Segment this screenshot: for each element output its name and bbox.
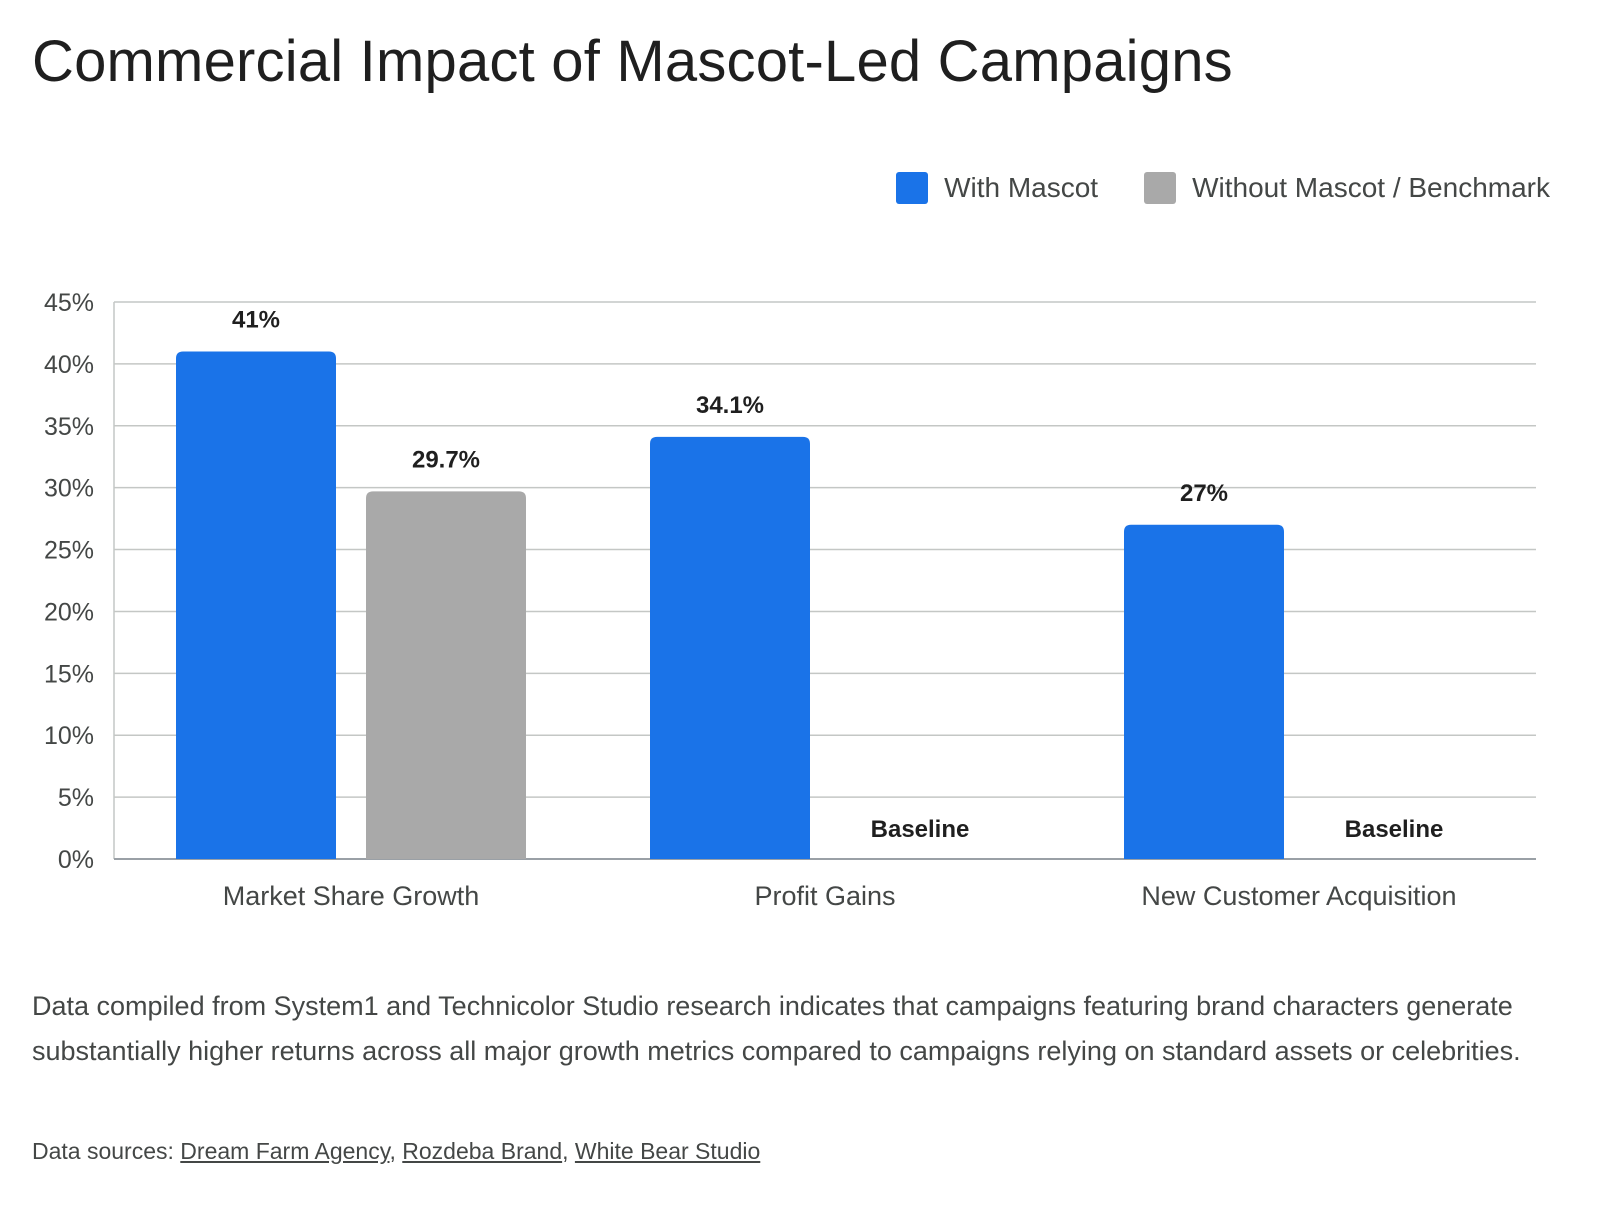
source-link-dream-farm-agency[interactable]: Dream Farm Agency [180,1138,390,1164]
y-tick-label: 35% [44,413,94,441]
bar-chart: 0% 5% 10% 15% 20% 25% 30% 35% 40% 45% 41% 29.7% Mark… [44,289,1536,911]
y-tick-label: 5% [58,784,94,812]
y-tick-label: 20% [44,598,94,626]
legend-swatch-without-mascot [1144,172,1177,204]
y-tick-label: 30% [44,475,94,503]
chart-title: Commercial Impact of Mascot-Led Campaign… [32,29,1233,94]
legend-swatch-with-mascot [896,172,929,204]
data-label: 41% [232,307,280,334]
y-tick-label: 10% [44,722,94,750]
sources-prefix: Data sources: [32,1138,181,1164]
source-link-rozdeba-brand[interactable]: Rozdeba Brand [402,1138,563,1164]
y-tick-label: 45% [44,289,94,317]
bar-without-mascot [366,491,526,859]
x-category-label: Profit Gains [754,881,895,911]
source-link-white-bear-studio[interactable]: White Bear Studio [574,1138,761,1164]
y-tick-label: 25% [44,537,94,565]
y-tick-label: 40% [44,351,94,379]
legend-label-with-mascot: With Mascot [944,172,1099,203]
data-label: Baseline [1345,816,1444,843]
bar-with-mascot [176,351,336,859]
legend-item-without-mascot[interactable]: Without Mascot / Benchmark [1144,172,1550,204]
bar-with-mascot [650,436,810,859]
sources-separator: , [562,1138,575,1164]
x-category-label: Market Share Growth [223,881,480,911]
x-category-label: New Customer Acquisition [1141,881,1456,911]
y-tick-label: 15% [44,660,94,688]
data-label: Baseline [871,816,970,843]
data-label: 29.7% [412,446,480,473]
y-tick-label: 0% [58,846,94,874]
chart-legend: With Mascot Without Mascot / Benchmark [896,172,1550,204]
sources-separator: , [389,1138,403,1164]
bar-with-mascot [1124,524,1284,859]
legend-item-with-mascot[interactable]: With Mascot [896,172,1098,204]
data-label: 27% [1180,480,1228,507]
data-label: 34.1% [696,392,764,419]
legend-label-without-mascot: Without Mascot / Benchmark [1192,172,1550,203]
chart-description: Data compiled from System1 and Technicol… [32,991,1521,1066]
data-sources: Data sources: Dream Farm Agency, Rozdeba… [32,1138,760,1165]
